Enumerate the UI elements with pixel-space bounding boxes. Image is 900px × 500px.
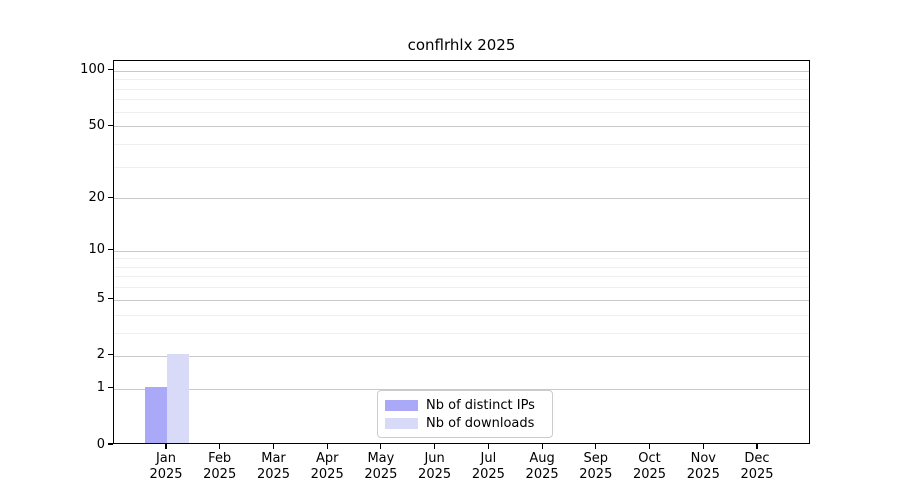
x-tick-mark bbox=[326, 444, 328, 449]
x-tick-year: 2025 bbox=[632, 467, 667, 482]
minor-gridline bbox=[114, 266, 809, 268]
x-tick-year: 2025 bbox=[525, 467, 559, 482]
y-tick-mark bbox=[108, 354, 113, 356]
x-tick-mark bbox=[434, 444, 436, 449]
legend-swatch bbox=[385, 417, 418, 429]
x-tick-mark bbox=[756, 444, 758, 449]
legend-row: Nb of downloads bbox=[385, 414, 544, 432]
y-tick-mark bbox=[108, 69, 113, 71]
x-tick-year: 2025 bbox=[418, 467, 452, 482]
minor-gridline bbox=[114, 88, 809, 90]
x-tick-month: Nov bbox=[690, 451, 716, 466]
legend-label: Nb of downloads bbox=[426, 415, 535, 431]
y-tick-label: 5 bbox=[96, 291, 105, 307]
x-tick-mark bbox=[595, 444, 597, 449]
legend-label: Nb of distinct IPs bbox=[426, 397, 535, 413]
x-tick-month: Jul bbox=[480, 451, 497, 466]
minor-gridline bbox=[114, 314, 809, 316]
major-gridline bbox=[114, 70, 809, 72]
x-tick-mark bbox=[702, 444, 704, 449]
x-tick-month: May bbox=[367, 451, 395, 466]
minor-gridline bbox=[114, 143, 809, 145]
bar-distinct-ips bbox=[145, 386, 167, 443]
minor-gridline bbox=[114, 332, 809, 334]
y-tick-label: 10 bbox=[88, 242, 105, 258]
minor-gridline bbox=[114, 276, 809, 278]
y-tick-mark bbox=[108, 249, 113, 251]
plot-area bbox=[113, 60, 810, 444]
x-tick-year: 2025 bbox=[149, 467, 183, 482]
y-tick-mark bbox=[108, 196, 113, 198]
x-tick-year: 2025 bbox=[579, 467, 613, 482]
x-tick-month: Dec bbox=[744, 451, 770, 466]
x-tick-label: May 2025 bbox=[349, 451, 413, 483]
x-tick-year: 2025 bbox=[686, 467, 720, 482]
x-tick-year: 2025 bbox=[471, 467, 505, 482]
x-tick-year: 2025 bbox=[364, 467, 398, 482]
x-tick-month: Jan bbox=[155, 451, 177, 466]
x-tick-label: Jan 2025 bbox=[134, 451, 198, 483]
x-tick-label: Jun 2025 bbox=[403, 451, 467, 483]
minor-gridline bbox=[114, 79, 809, 81]
major-gridline bbox=[114, 299, 809, 301]
x-tick-month: Aug bbox=[529, 451, 555, 466]
x-tick-label: Mar 2025 bbox=[242, 451, 306, 483]
minor-gridline bbox=[114, 287, 809, 289]
legend: Nb of distinct IPs Nb of downloads bbox=[377, 390, 553, 438]
x-tick-month: Mar bbox=[261, 451, 286, 466]
major-gridline bbox=[114, 198, 809, 200]
legend-swatch bbox=[385, 399, 418, 411]
x-tick-label: Apr 2025 bbox=[295, 451, 359, 483]
x-tick-label: Feb 2025 bbox=[188, 451, 252, 483]
x-tick-mark bbox=[219, 444, 221, 449]
x-tick-year: 2025 bbox=[256, 467, 291, 482]
x-tick-mark bbox=[487, 444, 489, 449]
y-tick-mark bbox=[108, 124, 113, 126]
y-tick-label: 100 bbox=[80, 62, 105, 78]
legend-row: Nb of distinct IPs bbox=[385, 396, 544, 414]
y-tick-label: 20 bbox=[88, 189, 105, 205]
x-tick-month: Apr bbox=[315, 451, 339, 466]
x-tick-label: Dec 2025 bbox=[725, 451, 789, 483]
x-tick-mark bbox=[272, 444, 275, 449]
x-tick-label: Oct 2025 bbox=[618, 451, 682, 483]
x-tick-year: 2025 bbox=[740, 467, 774, 482]
x-tick-year: 2025 bbox=[310, 467, 344, 482]
minor-gridline bbox=[114, 99, 809, 101]
x-tick-mark bbox=[380, 444, 382, 449]
major-gridline bbox=[114, 388, 809, 390]
x-tick-mark bbox=[648, 444, 651, 449]
x-tick-month: Feb bbox=[208, 451, 232, 466]
bar-downloads bbox=[167, 353, 189, 443]
minor-gridline bbox=[114, 258, 809, 260]
x-tick-year: 2025 bbox=[203, 467, 237, 482]
x-tick-mark bbox=[165, 444, 167, 449]
x-tick-mark bbox=[541, 444, 543, 449]
minor-gridline bbox=[114, 111, 809, 113]
x-tick-label: Nov 2025 bbox=[671, 451, 735, 483]
y-tick-mark bbox=[108, 387, 113, 389]
x-tick-month: Sep bbox=[583, 451, 609, 466]
minor-gridline bbox=[114, 166, 809, 168]
x-tick-month: Oct bbox=[638, 451, 661, 466]
major-gridline bbox=[114, 250, 809, 252]
x-tick-label: Aug 2025 bbox=[510, 451, 574, 483]
y-tick-mark bbox=[108, 298, 113, 300]
y-tick-label: 2 bbox=[96, 347, 105, 363]
y-tick-mark bbox=[108, 443, 113, 445]
x-tick-label: Sep 2025 bbox=[564, 451, 628, 483]
y-tick-label: 0 bbox=[96, 436, 105, 452]
x-tick-label: Jul 2025 bbox=[456, 451, 520, 483]
x-tick-month: Jun bbox=[424, 451, 445, 466]
y-tick-label: 50 bbox=[88, 117, 105, 133]
y-tick-label: 1 bbox=[96, 380, 105, 396]
major-gridline bbox=[114, 126, 809, 128]
major-gridline bbox=[114, 355, 809, 357]
chart-title: conflrhlx 2025 bbox=[407, 36, 516, 54]
